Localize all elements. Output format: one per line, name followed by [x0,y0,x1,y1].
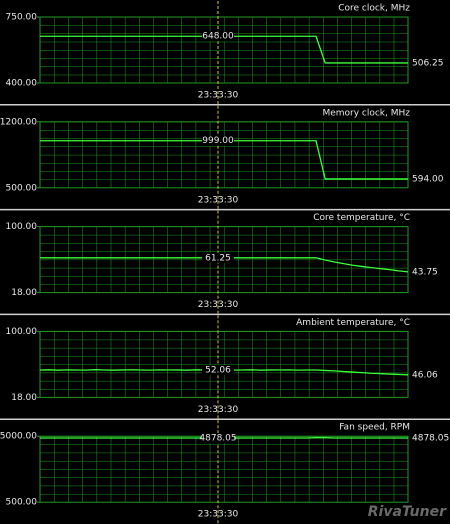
panel-title: Ambient temperature, °C [296,318,410,328]
cursor-value-bg [202,135,234,146]
y-tick-label: 18.00 [11,393,37,403]
y-tick-label: 18.00 [11,288,37,298]
panel: Ambient temperature, °C 100.00 18.00 52.06 2… [0,313,450,419]
panel-title: Fan speed, RPM [339,423,410,433]
panel: Core clock, MHz 750.00 400.00 648.00 23:33:3… [6,1,444,104]
cursor-value: 52.06 [205,365,231,375]
panel: Core temperature, °C 100.00 18.00 61.25 23:3… [0,208,450,314]
plot-grid [39,121,409,189]
cursor-time: 23:33:30 [198,91,239,101]
y-tick-label: 100.00 [6,222,38,232]
current-value: 46.06 [412,370,438,380]
plot-grid [39,330,409,398]
y-tick-label: 5000.00 [0,432,37,442]
y-tick-label: 500.00 [6,498,38,508]
cursor-value-bg [202,252,234,263]
current-value: 43.75 [412,267,438,277]
y-tick-label: 500.00 [6,183,38,193]
plot-grid [39,16,409,84]
y-tick-label: 750.00 [6,13,38,23]
cursor-value: 4878.05 [199,433,236,443]
panel-title: Core temperature, °C [313,213,410,223]
cursor-value: 61.25 [205,253,231,263]
cursor-time: 23:33:30 [198,195,239,205]
current-value: 506.25 [412,58,444,68]
cursor-value-bg [202,432,234,443]
cursor-time: 23:33:30 [198,510,239,520]
cursor-value-bg [202,364,234,375]
cursor-time: 23:33:30 [198,300,239,310]
cursor-value: 999.00 [202,136,234,146]
panel: Fan speed, RPM 5000.00 500.00 4878.05 23:33:… [0,418,450,524]
plot-grid [39,435,409,503]
cursor-time: 23:33:30 [198,405,239,415]
cursor-value: 648.00 [202,32,234,42]
panel-title: Core clock, MHz [338,4,410,14]
y-tick-label: 1200.00 [0,117,37,127]
y-tick-label: 100.00 [6,327,38,337]
cursor-value-bg [202,31,234,42]
watermark: RivaTuner [368,504,447,520]
y-tick-label: 400.00 [6,79,38,89]
current-value: 4878.05 [412,433,449,443]
panel-title: Memory clock, MHz [322,108,410,118]
current-value: 594.00 [412,174,444,184]
panel: Memory clock, MHz 1200.00 500.00 999.00 23:3… [0,104,450,209]
